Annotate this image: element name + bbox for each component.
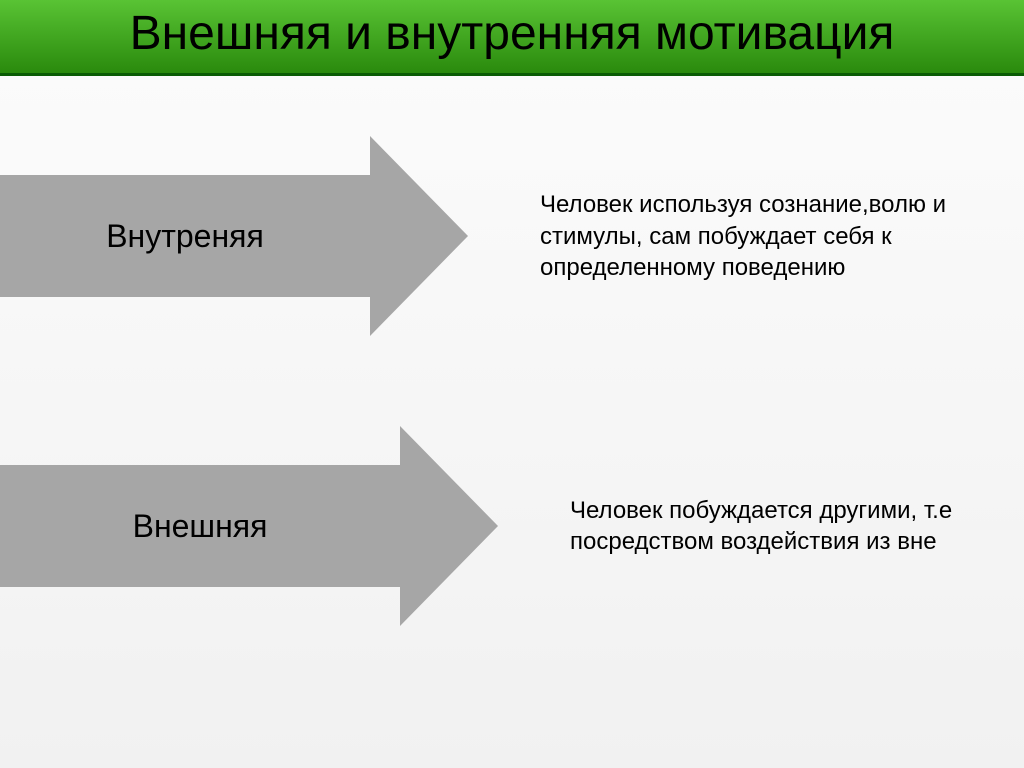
diagram-row: Внутреняя Человек используя сознание,волю…	[0, 136, 1024, 336]
arrow-shaft: Внутреняя	[0, 175, 370, 297]
diagram-row: Внешняя Человек побуждается другими, т.е …	[0, 426, 1024, 626]
slide-title: Внешняя и внутренняя мотивация	[0, 6, 1024, 61]
arrow-shaft: Внешняя	[0, 465, 400, 587]
row-description: Человек используя сознание,волю и стимул…	[540, 189, 1004, 283]
content-area: Внутреняя Человек используя сознание,волю…	[0, 76, 1024, 694]
arrow-head-icon	[370, 136, 468, 336]
arrow-block: Внешняя	[0, 426, 498, 626]
title-bar: Внешняя и внутренняя мотивация	[0, 0, 1024, 73]
row-description: Человек побуждается другими, т.е посредс…	[570, 495, 1004, 557]
arrow-label: Внешняя	[133, 508, 268, 545]
arrow-head-icon	[400, 426, 498, 626]
arrow-block: Внутреняя	[0, 136, 468, 336]
arrow-label: Внутреняя	[106, 218, 264, 255]
slide: Внешняя и внутренняя мотивация Внутреняя…	[0, 0, 1024, 768]
